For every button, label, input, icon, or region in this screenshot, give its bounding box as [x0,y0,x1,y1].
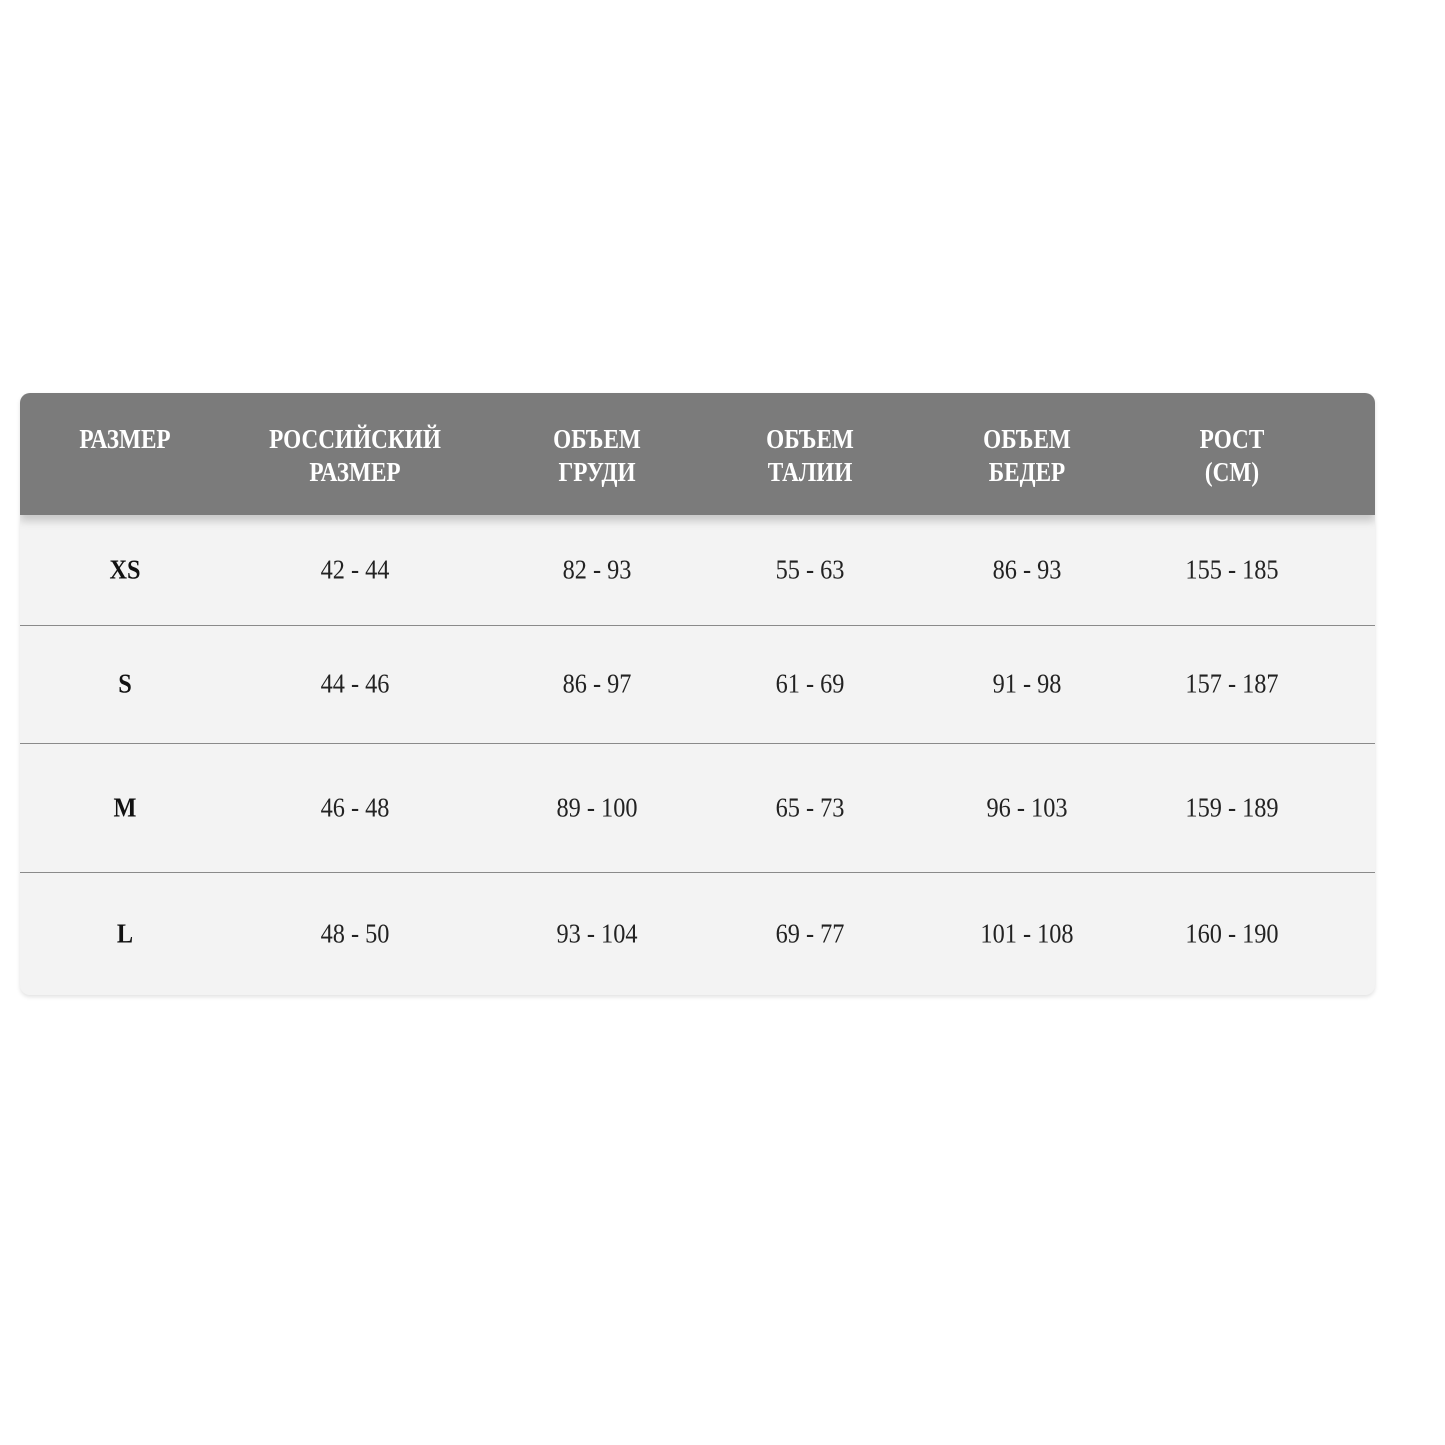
table-cell: 160 - 190 [1185,918,1279,948]
column-header: ОБЪЕМ ГРУДИ [553,424,641,487]
table-cell: 44 - 46 [320,668,390,699]
table-row: M 46 - 48 89 - 100 65 - 73 96 - 103 159 - 189 [20,743,1375,873]
table-cell: 65 - 73 [775,792,845,822]
column-header: РОСТ (СМ) [1199,424,1265,487]
table-cell: 157 - 187 [1185,668,1279,699]
table-cell: 48 - 50 [320,918,390,948]
table-cell: 155 - 185 [1185,554,1279,585]
table-cell: 82 - 93 [562,554,632,585]
table-cell: 69 - 77 [775,918,845,948]
table-cell: 93 - 104 [556,918,638,948]
column-header: РАЗМЕР [79,424,171,454]
table-cell: 101 - 108 [980,918,1074,948]
table-cell: 159 - 189 [1185,792,1279,822]
size-label: L [116,918,134,948]
table-cell: 86 - 97 [562,668,632,699]
size-chart-table: РАЗМЕР РОССИЙСКИЙ РАЗМЕР ОБЪЕМ ГРУДИ ОБЪЕМ … [20,393,1375,995]
table-cell: 91 - 98 [992,668,1062,699]
column-header: ОБЪЕМ БЕДЕР [983,424,1071,487]
column-header: ОБЪЕМ ТАЛИИ [766,424,854,487]
size-label: S [118,668,132,699]
table-cell: 46 - 48 [320,792,390,822]
table-row: XS 42 - 44 82 - 93 55 - 63 86 - 93 155 - 185 [20,515,1375,626]
table-cell: 55 - 63 [775,554,845,585]
size-label: XS [109,554,141,585]
column-header: РОССИЙСКИЙ РАЗМЕР [269,424,441,487]
table-row: L 48 - 50 93 - 104 69 - 77 101 - 108 160 - 19… [20,872,1375,995]
table-header: РАЗМЕР РОССИЙСКИЙ РАЗМЕР ОБЪЕМ ГРУДИ ОБЪЕМ … [20,393,1375,515]
size-label: M [113,792,137,822]
table-cell: 89 - 100 [556,792,638,822]
table-cell: 61 - 69 [775,668,845,699]
table-cell: 42 - 44 [320,554,390,585]
table-cell: 96 - 103 [986,792,1068,822]
table-cell: 86 - 93 [992,554,1062,585]
table-row: S 44 - 46 86 - 97 61 - 69 91 - 98 157 - 187 [20,625,1375,744]
